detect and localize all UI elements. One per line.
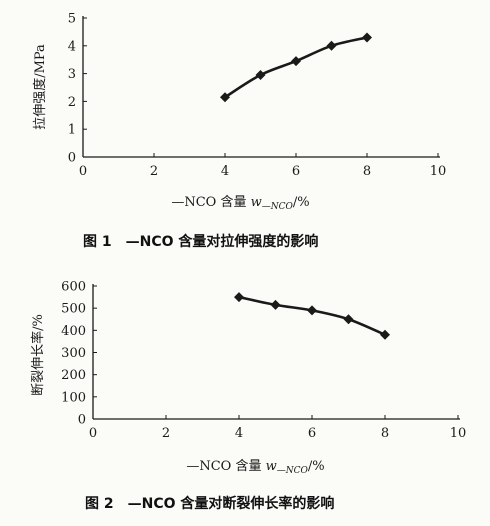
y-tick-label: 500: [61, 302, 86, 317]
x-tick-label: 6: [292, 164, 300, 179]
y-tick-label: 300: [61, 346, 86, 361]
y-tick-label: 0: [68, 151, 76, 166]
x-tick-label: 4: [235, 426, 243, 441]
y-tick-label: 3: [68, 67, 76, 82]
data-point-marker: [270, 299, 281, 310]
x-tick-label: 8: [381, 426, 389, 441]
chart-1: 0 2 4 6 8 10 0 1 2 3 4 5 拉伸强度/MPa —NCO 含量 w—NCO/% 图 1 …: [32, 12, 446, 251]
data-point-marker: [343, 314, 354, 325]
figure-caption: 图 1 —NCO 含量对拉伸强度的影响: [83, 233, 318, 250]
y-tick-label: 100: [61, 390, 86, 405]
y-tick-label: 4: [68, 39, 76, 54]
y-tick-label: 5: [68, 12, 76, 27]
x-tick-label: 2: [150, 164, 158, 179]
x-tick-label: 2: [162, 426, 170, 441]
y-tick-label: 2: [68, 95, 76, 110]
y-tick-label: 200: [61, 368, 86, 383]
x-tick-label: 4: [221, 164, 229, 179]
x-tick-label: 10: [430, 164, 447, 179]
data-point-marker: [234, 292, 244, 303]
y-tick-label: 0: [78, 413, 86, 428]
x-tick-label: 0: [79, 164, 87, 179]
y-tick-label: 600: [61, 280, 86, 295]
series-line: [224, 36, 368, 99]
x-axis-label: —NCO 含量 w—NCO/%: [186, 458, 324, 476]
data-point-marker: [326, 40, 337, 51]
data-point-marker: [255, 69, 266, 80]
y-tick-label: 400: [61, 324, 86, 339]
x-tick-label: 8: [363, 164, 371, 179]
y-tick-label: 1: [68, 123, 76, 138]
data-point-marker: [291, 56, 301, 67]
series-line: [238, 295, 386, 336]
y-axis-label: 拉伸强度/MPa: [32, 44, 48, 130]
x-tick-label: 6: [308, 426, 316, 441]
data-point-marker: [307, 305, 317, 316]
x-tick-label: 10: [450, 426, 467, 441]
x-axis-label: —NCO 含量 w—NCO/%: [171, 194, 309, 212]
data-point-marker: [362, 32, 372, 43]
data-point-marker: [220, 92, 230, 103]
figure-caption: 图 2 —NCO 含量对断裂伸长率的影响: [85, 495, 334, 512]
x-tick-label: 0: [89, 426, 97, 441]
data-point-marker: [380, 329, 390, 340]
y-axis-label: 断裂伸长率/%: [30, 314, 46, 396]
